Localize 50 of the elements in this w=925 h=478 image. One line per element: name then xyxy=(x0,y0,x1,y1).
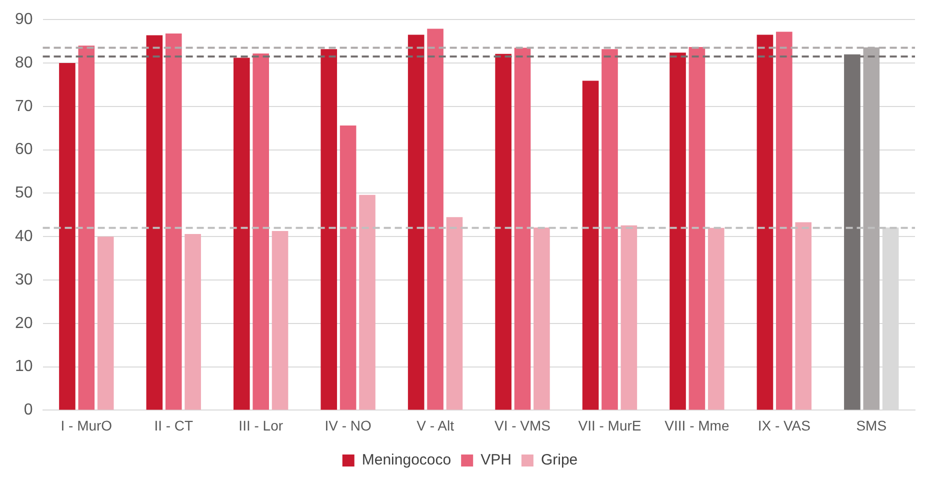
bar xyxy=(534,227,550,410)
bar xyxy=(670,52,686,410)
x-tick-label: IV - NO xyxy=(324,417,372,434)
y-tick-label: 80 xyxy=(15,54,33,72)
bar xyxy=(184,234,201,410)
y-tick-label: 90 xyxy=(15,11,33,28)
y-tick-label: 60 xyxy=(15,141,33,158)
x-tick-label: V - Alt xyxy=(416,417,454,434)
x-tick-label: IX - VAS xyxy=(758,417,810,434)
legend-label: Meningococo xyxy=(362,452,452,469)
bar xyxy=(320,49,338,410)
bar xyxy=(708,228,724,410)
bar xyxy=(582,80,599,410)
bar xyxy=(620,225,638,410)
y-tick-label: 70 xyxy=(15,98,33,115)
bar xyxy=(756,34,774,410)
x-tick-label: VI - VMS xyxy=(494,417,551,434)
y-tick-label: 50 xyxy=(15,184,33,202)
bar xyxy=(146,35,163,410)
y-tick-label: 40 xyxy=(15,228,33,246)
bar xyxy=(514,48,531,410)
bar xyxy=(795,222,812,410)
y-tick-label: 10 xyxy=(15,358,33,376)
bar xyxy=(78,46,95,410)
bar xyxy=(495,54,512,410)
bar xyxy=(359,194,376,410)
bar xyxy=(427,28,444,410)
bar xyxy=(408,34,424,410)
bar xyxy=(340,125,356,410)
bar xyxy=(602,49,618,410)
x-tick-label: SMS xyxy=(856,417,887,434)
x-tick-label: VIII - Mme xyxy=(664,417,730,434)
bar xyxy=(59,63,76,410)
bar xyxy=(446,217,463,410)
x-tick-label: VII - MurE xyxy=(578,417,642,434)
bar xyxy=(165,33,182,410)
bar xyxy=(252,53,270,410)
bar xyxy=(776,32,792,410)
bar xyxy=(97,236,114,410)
x-tick-label: III - Lor xyxy=(238,417,284,434)
bar xyxy=(234,58,250,410)
bar xyxy=(688,46,706,410)
x-tick-label: I - MurO xyxy=(60,417,112,434)
bar xyxy=(272,230,288,410)
legend-label: Gripe xyxy=(540,452,578,469)
x-tick-label: II - CT xyxy=(154,417,194,434)
legend-label: VPH xyxy=(480,452,512,469)
y-tick-label: 0 xyxy=(24,402,33,419)
y-tick-label: 20 xyxy=(15,314,33,332)
y-tick-label: 30 xyxy=(15,271,33,288)
